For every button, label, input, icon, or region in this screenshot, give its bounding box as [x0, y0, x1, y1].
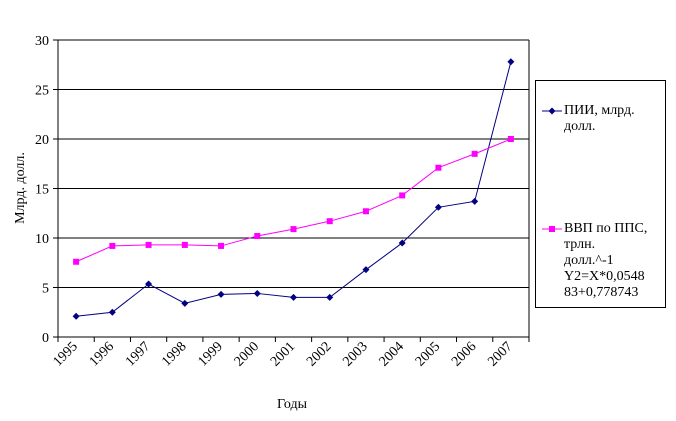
x-tick-label: 1998 [159, 339, 189, 369]
marker [507, 58, 515, 66]
legend-label: ПИИ, млрд. долл. [564, 103, 635, 134]
legend: ПИИ, млрд. долл. ВВП по ППС, трлн. долл.^… [535, 80, 666, 308]
marker [72, 312, 80, 320]
x-tick-label: 2007 [485, 339, 515, 369]
y-tick-label: 20 [35, 133, 49, 148]
x-tick-label: 1997 [123, 339, 153, 369]
marker [290, 293, 297, 301]
marker [471, 197, 479, 205]
marker [549, 226, 555, 232]
legend-swatch [542, 107, 562, 115]
marker [217, 290, 225, 298]
marker [253, 289, 261, 297]
marker [326, 218, 333, 225]
marker [507, 136, 514, 142]
x-tick-label: 1995 [51, 339, 81, 369]
marker [362, 266, 370, 274]
y-axis-title: Млрд. долл. [13, 152, 28, 224]
marker [399, 192, 406, 199]
marker [548, 107, 556, 115]
legend-entry: ВВП по ППС, трлн. долл.^-1 Y2=X*0,054883… [540, 221, 648, 301]
y-tick-label: 5 [42, 282, 49, 297]
x-tick-label: 2003 [340, 339, 370, 369]
marker [181, 241, 188, 248]
x-tick-label: 1996 [87, 339, 117, 369]
marker [254, 233, 261, 240]
x-axis-title: Годы [277, 397, 308, 412]
x-tick-label: 2000 [232, 339, 262, 369]
marker [362, 208, 369, 215]
x-tick-label: 1999 [195, 339, 225, 369]
series-line [75, 138, 512, 263]
y-tick-label: 30 [35, 34, 49, 49]
marker [434, 203, 442, 211]
legend-label: ВВП по ППС, трлн. долл.^-1 Y2=X*0,054883… [564, 221, 648, 300]
y-tick-label: 15 [35, 183, 49, 198]
marker [398, 239, 406, 247]
y-tick-label: 10 [35, 232, 49, 247]
marker [145, 280, 153, 288]
marker [290, 226, 297, 233]
x-tick-label: 2004 [377, 339, 407, 369]
marker [108, 308, 116, 316]
x-tick-label: 2006 [449, 339, 479, 369]
legend-swatch [542, 226, 562, 232]
y-tick-label: 0 [42, 331, 49, 346]
marker [326, 293, 334, 301]
marker [471, 150, 478, 157]
legend-entry: ПИИ, млрд. долл. [540, 103, 648, 135]
y-tick-label: 25 [35, 84, 49, 99]
x-tick-label: 2005 [413, 339, 443, 369]
marker [145, 241, 152, 248]
marker [435, 164, 442, 171]
x-tick-label: 2001 [268, 339, 298, 369]
marker [181, 299, 189, 307]
x-tick-label: 2002 [304, 339, 334, 369]
marker [218, 242, 225, 249]
marker [73, 258, 80, 265]
marker [109, 242, 116, 249]
